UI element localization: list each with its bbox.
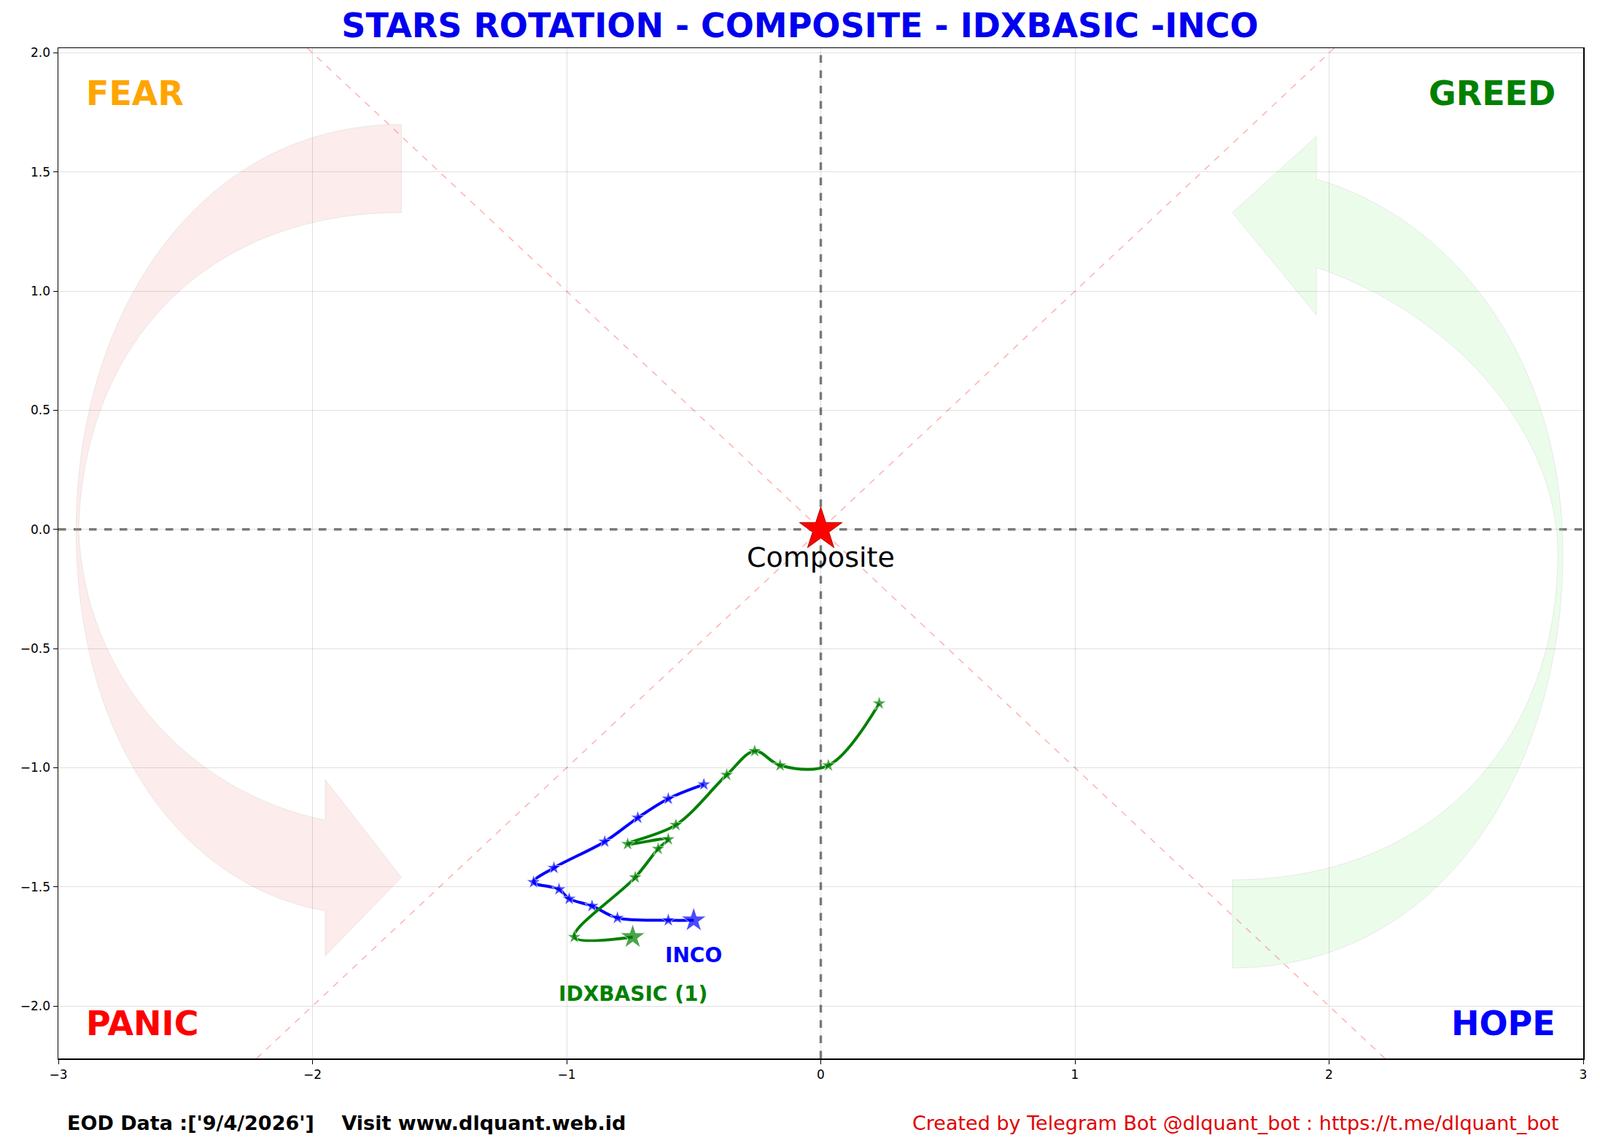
svg-text:3: 3: [1579, 1066, 1588, 1082]
svg-text:−3: −3: [48, 1066, 68, 1082]
svg-text:GREED: GREED: [1428, 73, 1556, 114]
svg-text:Composite: Composite: [746, 541, 895, 574]
svg-text:−1.0: −1.0: [20, 759, 51, 775]
svg-text:STARS ROTATION - COMPOSITE - I: STARS ROTATION - COMPOSITE - IDXBASIC -I…: [341, 5, 1258, 46]
svg-text:1: 1: [1071, 1066, 1080, 1082]
svg-text:IDXBASIC (1): IDXBASIC (1): [558, 981, 708, 1006]
svg-text:−2: −2: [303, 1066, 322, 1082]
svg-text:2: 2: [1325, 1066, 1334, 1082]
svg-text:0: 0: [816, 1066, 825, 1082]
svg-text:−2.0: −2.0: [20, 998, 51, 1013]
svg-text:−0.5: −0.5: [20, 641, 51, 656]
svg-text:0.5: 0.5: [30, 402, 51, 418]
svg-text:Created by Telegram Bot @dlqua: Created by Telegram Bot @dlquant_bot : h…: [912, 1111, 1560, 1135]
svg-text:1.0: 1.0: [30, 283, 51, 299]
svg-text:HOPE: HOPE: [1451, 1003, 1556, 1043]
svg-text:1.5: 1.5: [30, 164, 51, 180]
svg-text:−1.5: −1.5: [20, 879, 51, 895]
svg-text:INCO: INCO: [665, 942, 722, 968]
svg-text:−1: −1: [557, 1066, 576, 1082]
svg-text:2.0: 2.0: [30, 45, 51, 60]
svg-text:FEAR: FEAR: [86, 73, 184, 114]
svg-text:PANIC: PANIC: [86, 1003, 199, 1043]
svg-text:0.0: 0.0: [30, 522, 51, 537]
svg-text:EOD Data :['9/4/2026'] Visi: EOD Data :['9/4/2026'] Visit www.dlquant…: [67, 1111, 626, 1135]
